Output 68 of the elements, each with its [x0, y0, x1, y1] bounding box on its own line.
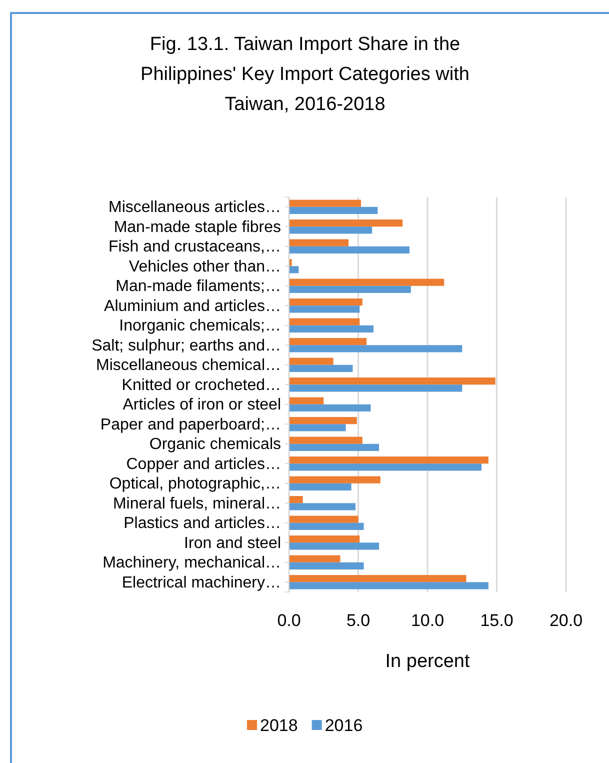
- y-tick-label: Plastics and articles…: [124, 514, 281, 532]
- bar: [289, 318, 360, 326]
- bar: [289, 246, 410, 254]
- y-tick-label: Copper and articles…: [126, 456, 281, 473]
- bar: [289, 345, 462, 352]
- bar: [289, 575, 466, 582]
- bar: [289, 278, 444, 286]
- y-tick-label: Man-made staple fibres: [114, 218, 281, 236]
- y-tick-label: Man-made filaments;…: [116, 278, 281, 295]
- y-tick-label: Organic chemicals: [149, 436, 281, 453]
- bar: [289, 286, 411, 293]
- bar: [289, 417, 357, 424]
- y-tick-label: Miscellaneous articles…: [108, 198, 281, 216]
- x-tick-label: 0.0: [277, 611, 301, 630]
- y-tick-label: Paper and paperboard;…: [100, 416, 281, 434]
- y-tick-label: Fish and crustaceans,…: [108, 238, 281, 256]
- legend-label: 2018: [260, 716, 298, 735]
- bar: [289, 424, 346, 432]
- bar: [289, 206, 378, 214]
- y-tick-label: Electrical machinery…: [122, 574, 281, 592]
- bar: [289, 496, 303, 504]
- bar: [289, 338, 367, 346]
- x-tick-label: 5.0: [346, 611, 370, 630]
- y-tick-label: Inorganic chemicals;…: [119, 317, 281, 334]
- bar: [289, 476, 380, 484]
- y-tick-label: Knitted or crocheted…: [122, 376, 281, 394]
- y-tick-label: Salt; sulphur; earths and…: [92, 337, 281, 354]
- bar: [289, 220, 403, 227]
- x-tick-label: 10.0: [410, 611, 444, 630]
- bar: [289, 384, 462, 392]
- bar: [289, 266, 299, 274]
- x-tick-label: 15.0: [480, 611, 514, 630]
- chart-title: Fig. 13.1. Taiwan Import Share in the Philippines' Key Import Categories with Taiwan, 2016-2018: [140, 34, 470, 115]
- y-tick-label: Machinery, mechanical…: [102, 554, 281, 572]
- bar: [289, 562, 364, 570]
- bar: [289, 483, 352, 490]
- y-tick-label: Mineral fuels, mineral…: [112, 495, 281, 512]
- bar: [289, 503, 356, 510]
- y-tick-label: Vehicles other than…: [128, 258, 281, 276]
- legend-label: 2016: [324, 716, 363, 735]
- y-tick-label: Aluminium and articles…: [104, 298, 281, 315]
- bar: [289, 358, 334, 365]
- bar: [289, 325, 374, 332]
- bar: [289, 298, 362, 306]
- bar: [289, 536, 360, 543]
- bar: [289, 404, 371, 412]
- bar: [289, 555, 340, 562]
- bar: [289, 542, 380, 550]
- x-tick-label: 20.0: [549, 611, 583, 630]
- bar: [289, 239, 349, 246]
- bar: [289, 226, 372, 234]
- bar: [289, 378, 496, 385]
- bar: [289, 200, 362, 207]
- bar: [289, 516, 358, 523]
- y-tick-label: Iron and steel: [184, 534, 281, 552]
- bar: [289, 436, 362, 444]
- y-tick-label: Optical, photographic,…: [109, 475, 281, 492]
- bar: [289, 456, 488, 464]
- y-tick-label: Miscellaneous chemical…: [96, 356, 281, 374]
- bar: [289, 582, 488, 590]
- y-tick-label: Articles of iron or steel: [122, 396, 281, 414]
- bar: [289, 364, 353, 372]
- bar: [289, 464, 482, 471]
- bar: [289, 522, 364, 530]
- bar: [289, 444, 380, 451]
- bar: [289, 397, 324, 404]
- x-axis-title: In percent: [385, 651, 470, 672]
- bar: [289, 306, 360, 313]
